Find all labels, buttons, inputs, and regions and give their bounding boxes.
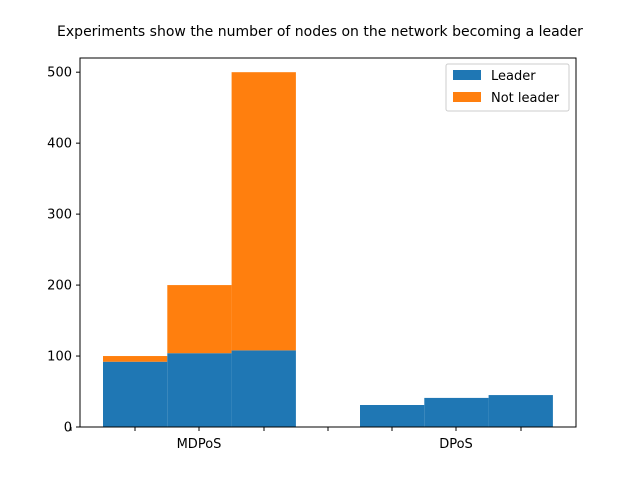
- legend: Leader Not leader: [445, 63, 570, 112]
- legend-label-leader: Leader: [491, 69, 536, 84]
- y-tick-label: 400: [47, 137, 72, 152]
- bar-not-leader-mdpos-2: [167, 285, 232, 354]
- legend-swatch-leader: [453, 70, 481, 80]
- y-tick-label: 500: [47, 66, 72, 81]
- chart-title: Experiments show the number of nodes on …: [57, 24, 583, 40]
- bar-leader-dpos-3: [488, 395, 553, 427]
- legend-swatch-not-leader: [453, 92, 481, 102]
- x-tick-label-dpos: DPoS: [439, 437, 473, 452]
- bar-not-leader-mdpos-3: [231, 72, 296, 351]
- legend-label-not-leader: Not leader: [491, 91, 560, 106]
- x-tick-label-mdpos: MDPoS: [177, 437, 222, 452]
- bars-layer: [103, 72, 553, 427]
- y-tick-label: 0: [64, 421, 72, 436]
- y-tick-label: 200: [47, 279, 72, 294]
- bar-leader-dpos-1: [360, 405, 425, 427]
- axes-layer: 0 100 200 300 400 500 MDPoS DPoS: [47, 57, 577, 452]
- bar-leader-dpos-2: [424, 397, 489, 427]
- y-tick-label: 100: [47, 350, 72, 365]
- bar-leader-mdpos-3: [231, 350, 296, 427]
- y-tick-label: 300: [47, 208, 72, 223]
- bar-leader-mdpos-1: [103, 361, 168, 427]
- bar-not-leader-mdpos-1: [103, 356, 168, 362]
- bar-leader-mdpos-2: [167, 353, 232, 427]
